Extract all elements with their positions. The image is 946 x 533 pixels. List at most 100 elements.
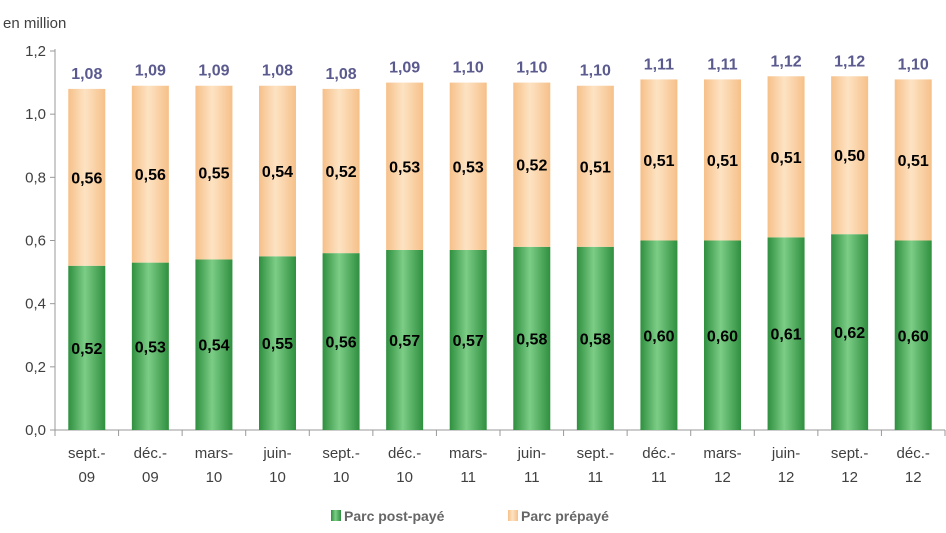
bar-prepaye: [513, 82, 551, 247]
data-label-prepaye: 0,50: [834, 148, 865, 165]
data-label-post-paye: 0,60: [707, 328, 738, 345]
x-tick-label: juin-: [262, 445, 291, 462]
bar-prepaye: [894, 79, 932, 241]
x-tick-label: 11: [524, 469, 540, 486]
data-label-prepaye: 0,53: [453, 159, 484, 176]
x-tick-label: 10: [333, 469, 350, 486]
x-tick-label: 11: [588, 469, 604, 486]
x-tick-label: 12: [778, 469, 795, 486]
x-tick-label: 11: [460, 469, 476, 486]
bar-prepaye: [640, 79, 678, 241]
data-label-post-paye: 0,52: [71, 341, 102, 358]
x-tick-label: déc.-: [388, 445, 421, 462]
y-tick-label: 0,6: [25, 233, 46, 250]
data-label-total: 1,12: [834, 53, 865, 70]
data-label-prepaye: 0,55: [198, 166, 229, 183]
axis-layer: 0,0 0,2 0,4 0,6 0,8 1,0 1,2 sept.- 09 déc.- 09 mars…: [25, 43, 946, 486]
data-label-total: 1,11: [707, 56, 737, 73]
x-tick-label: sept.-: [68, 445, 106, 462]
bar-post-paye: [195, 259, 233, 430]
bar-post-paye: [386, 249, 424, 430]
data-label-total: 1,10: [453, 60, 484, 77]
x-tick-label: 10: [396, 469, 413, 486]
data-label-prepaye: 0,51: [580, 159, 611, 176]
y-tick-label: 0,0: [25, 422, 46, 439]
data-label-post-paye: 0,60: [898, 328, 929, 345]
x-tick-label: 10: [206, 469, 223, 486]
data-label-prepaye: 0,53: [389, 159, 420, 176]
bar-post-paye: [640, 240, 678, 430]
x-tick-label: juin-: [771, 445, 800, 462]
bar-post-paye: [831, 234, 869, 430]
data-label-prepaye: 0,51: [771, 150, 802, 167]
data-label-post-paye: 0,55: [262, 336, 293, 353]
data-label-total: 1,08: [326, 66, 357, 83]
bar-prepaye: [195, 85, 233, 260]
x-tick-label: déc.-: [897, 445, 930, 462]
data-label-total: 1,11: [644, 56, 674, 73]
bar-post-paye: [576, 246, 614, 430]
data-label-total: 1,10: [898, 56, 929, 73]
data-label-total: 1,09: [198, 63, 229, 80]
data-label-total: 1,09: [135, 63, 166, 80]
bar-post-paye: [68, 265, 106, 430]
y-tick-label: 0,4: [25, 296, 46, 313]
x-tick-label: 09: [142, 469, 159, 486]
y-tick-label: 1,0: [25, 106, 46, 123]
data-label-post-paye: 0,57: [389, 333, 420, 350]
data-label-prepaye: 0,56: [135, 167, 166, 184]
bar-prepaye: [831, 76, 869, 235]
x-tick-label: 10: [269, 469, 286, 486]
data-label-post-paye: 0,58: [580, 331, 611, 348]
y-tick-label: 1,2: [25, 43, 46, 60]
bar-prepaye: [131, 85, 169, 263]
data-label-post-paye: 0,60: [643, 328, 674, 345]
data-label-prepaye: 0,51: [643, 153, 674, 170]
x-tick-label: 12: [714, 469, 731, 486]
y-tick-label: 0,8: [25, 169, 46, 186]
data-label-post-paye: 0,62: [834, 325, 865, 342]
bar-post-paye: [131, 262, 169, 430]
data-label-prepaye: 0,51: [707, 153, 738, 170]
unit-label: en million: [3, 15, 66, 32]
x-tick-label: juin-: [517, 445, 546, 462]
legend-swatch: [331, 510, 341, 521]
bar-post-paye: [449, 249, 487, 430]
legend-label: Parc post-payé: [344, 508, 445, 524]
data-label-post-paye: 0,54: [198, 338, 229, 355]
bars-layer: [68, 76, 932, 430]
data-label-prepaye: 0,54: [262, 164, 293, 181]
x-tick-label: sept.-: [577, 445, 615, 462]
bar-prepaye: [576, 85, 614, 247]
bar-prepaye: [449, 82, 487, 250]
labels-layer: 0,52 0,56 1,08 0,53 0,56 1,09 0,54 0,55 1,09 0,55…: [71, 53, 929, 358]
data-label-post-paye: 0,61: [771, 327, 802, 344]
x-tick-label: 11: [651, 469, 667, 486]
bar-prepaye: [259, 85, 296, 257]
bar-post-paye: [513, 246, 551, 430]
x-tick-label: déc.-: [642, 445, 675, 462]
x-tick-label: déc.-: [134, 445, 167, 462]
data-label-total: 1,08: [262, 63, 293, 80]
data-label-post-paye: 0,53: [135, 339, 166, 356]
data-label-prepaye: 0,52: [516, 158, 547, 175]
x-tick-label: 12: [841, 469, 858, 486]
x-tick-label: 09: [78, 469, 95, 486]
data-label-total: 1,08: [71, 66, 102, 83]
data-label-post-paye: 0,58: [516, 331, 547, 348]
legend-swatch: [508, 510, 518, 521]
data-label-post-paye: 0,56: [326, 335, 357, 352]
x-tick-label: 12: [905, 469, 922, 486]
bar-prepaye: [704, 79, 741, 241]
legend-label: Parc prépayé: [521, 508, 609, 524]
x-tick-label: sept.-: [322, 445, 360, 462]
data-label-post-paye: 0,57: [453, 333, 484, 350]
data-label-prepaye: 0,51: [898, 153, 929, 170]
x-tick-label: sept.-: [831, 445, 869, 462]
y-tick-label: 0,2: [25, 359, 46, 376]
bar-prepaye: [386, 82, 424, 250]
bar-prepaye: [322, 88, 360, 254]
data-label-prepaye: 0,52: [326, 164, 357, 181]
bar-post-paye: [767, 237, 805, 430]
